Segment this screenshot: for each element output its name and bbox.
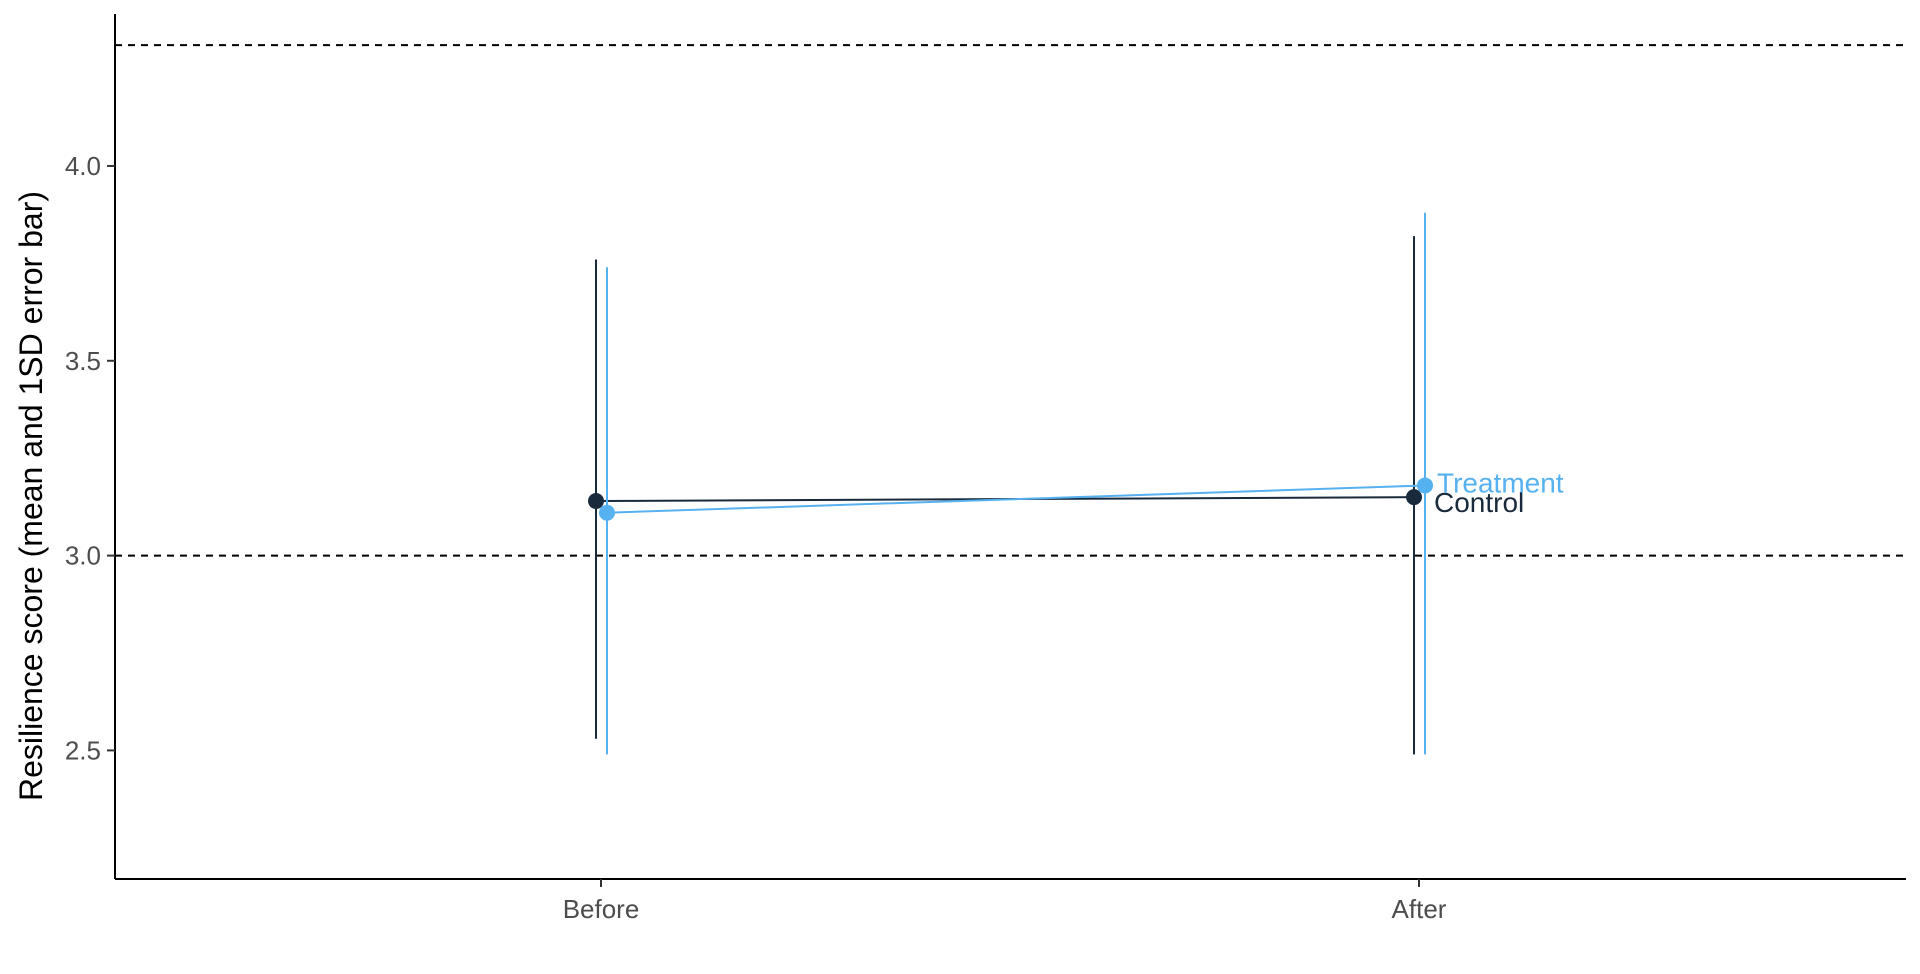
axes	[114, 14, 1906, 880]
reference-lines	[115, 44, 1906, 557]
y-tick-label: 3.5	[65, 346, 101, 376]
data-point	[599, 504, 615, 521]
series-label: Control	[1434, 487, 1524, 518]
x-tick-label: Before	[563, 894, 640, 924]
y-tick-label: 2.5	[65, 735, 101, 765]
y-tick-label: 3.0	[65, 541, 101, 571]
x-ticks: Before After	[563, 879, 1447, 924]
y-tick-label: 4.0	[65, 151, 101, 181]
y-axis-title: Resilience score (mean and 1SD error bar…	[13, 191, 49, 801]
data-point	[588, 493, 604, 510]
series-treatment: Treatment	[599, 212, 1564, 755]
x-tick-label: After	[1392, 894, 1447, 924]
data-point	[1417, 477, 1433, 494]
series-line	[606, 484, 1426, 514]
data-point	[1406, 489, 1422, 506]
series-label: Treatment	[1437, 467, 1564, 498]
y-ticks: 2.5 3.0 3.5 4.0	[65, 151, 115, 765]
series-control: Control	[588, 236, 1524, 755]
